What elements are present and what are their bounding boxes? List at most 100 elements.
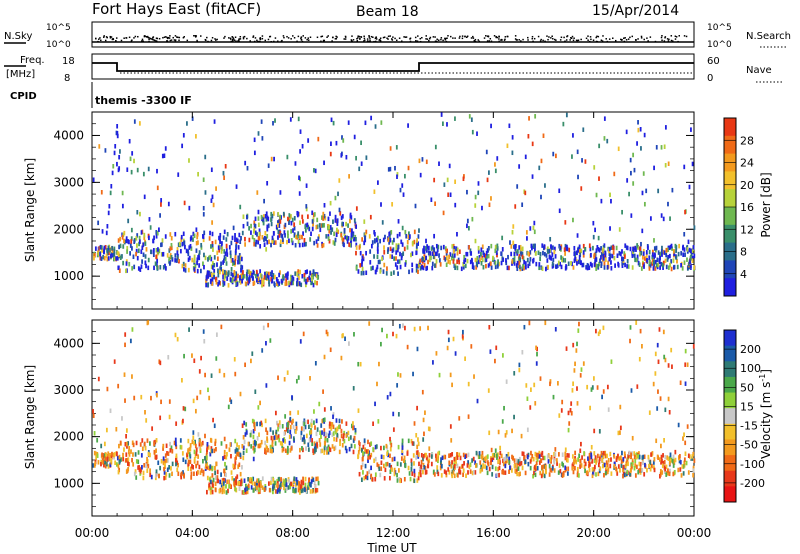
range-cell xyxy=(482,265,485,270)
range-cell xyxy=(662,460,665,466)
nsky-point xyxy=(623,37,625,39)
range-cell xyxy=(335,227,338,233)
range-cell xyxy=(119,149,121,154)
range-cell xyxy=(664,258,667,264)
range-cell xyxy=(293,476,296,481)
range-cell xyxy=(245,448,248,453)
range-cell xyxy=(416,444,419,450)
nsky-point xyxy=(426,38,429,40)
range-cell xyxy=(265,340,267,346)
range-cell xyxy=(297,239,300,245)
nsky-point xyxy=(215,39,217,41)
range-cell xyxy=(302,476,304,482)
nsky-point xyxy=(661,35,663,37)
range-cell xyxy=(685,460,688,466)
range-cell xyxy=(618,250,621,256)
range-cell xyxy=(363,475,366,481)
range-cell xyxy=(671,246,673,251)
range-cell xyxy=(361,462,364,467)
range-cell xyxy=(401,183,404,188)
range-cell xyxy=(640,266,643,271)
nsky-point xyxy=(237,40,239,42)
nsky-point xyxy=(515,39,518,41)
range-cell xyxy=(207,387,209,393)
range-cell xyxy=(565,346,568,351)
range-cell xyxy=(684,381,687,386)
range-cell xyxy=(187,438,190,444)
range-cell xyxy=(660,145,663,150)
range-cell xyxy=(503,457,506,462)
range-cell xyxy=(345,154,348,160)
range-cell xyxy=(130,239,133,244)
range-cell xyxy=(282,438,285,443)
range-cell xyxy=(422,453,425,459)
range-cell xyxy=(237,245,240,250)
range-cell xyxy=(258,487,261,493)
range-cell xyxy=(450,438,453,443)
range-cell xyxy=(250,444,253,449)
range-cell xyxy=(322,389,324,394)
range-cell xyxy=(194,453,197,459)
range-cell xyxy=(540,452,543,457)
range-cell xyxy=(257,131,260,136)
range-cell xyxy=(680,251,683,256)
range-cell xyxy=(634,473,637,478)
range-cell xyxy=(158,473,160,479)
nsky-point xyxy=(489,37,492,40)
range-cell xyxy=(549,381,551,387)
range-cell xyxy=(347,430,350,436)
range-cell xyxy=(502,470,505,475)
range-cell xyxy=(661,252,663,257)
range-cell xyxy=(399,462,402,467)
range-cell xyxy=(536,351,538,357)
nsky-point xyxy=(98,38,100,40)
nsky-point xyxy=(210,39,213,42)
y-tick-label: 2000 xyxy=(53,222,84,236)
range-cell xyxy=(156,168,158,174)
range-cell xyxy=(391,240,394,245)
range-cell xyxy=(396,461,399,467)
range-cell xyxy=(125,428,128,433)
range-cell xyxy=(332,424,335,430)
range-cell xyxy=(431,245,434,250)
xlabel: Time UT xyxy=(366,541,417,554)
range-cell xyxy=(595,472,597,477)
range-cell xyxy=(535,345,538,351)
range-cell xyxy=(656,342,659,348)
range-cell xyxy=(226,252,229,257)
range-cell xyxy=(214,487,217,493)
range-cell xyxy=(574,450,577,456)
range-cell xyxy=(223,468,225,474)
range-cell xyxy=(302,231,304,236)
range-cell xyxy=(147,166,150,172)
range-cell xyxy=(313,449,316,454)
range-cell xyxy=(153,265,155,271)
range-cell xyxy=(361,255,364,261)
range-cell xyxy=(193,457,196,462)
range-cell xyxy=(279,190,282,195)
range-cell xyxy=(387,237,390,242)
range-cell xyxy=(234,248,237,254)
nsky-point xyxy=(363,35,365,38)
nsky-tick-bottom: 10^0 xyxy=(46,40,71,50)
range-cell xyxy=(234,371,237,377)
range-cell xyxy=(234,487,237,492)
range-cell xyxy=(597,331,600,337)
nsky-point xyxy=(242,37,245,40)
colorbar-segment xyxy=(724,455,736,472)
range-cell xyxy=(582,250,585,255)
nsky-tick-top: 10^5 xyxy=(46,23,71,33)
range-cell xyxy=(619,425,622,431)
nsky-point xyxy=(103,36,105,38)
range-cell xyxy=(308,438,311,443)
range-cell xyxy=(516,260,519,266)
range-cell xyxy=(286,370,289,375)
range-cell xyxy=(534,464,537,469)
nsky-point xyxy=(95,37,97,40)
range-cell xyxy=(682,464,685,469)
range-cell xyxy=(297,480,300,486)
range-cell xyxy=(571,261,573,267)
nsky-point xyxy=(267,38,270,41)
range-cell xyxy=(669,262,671,268)
